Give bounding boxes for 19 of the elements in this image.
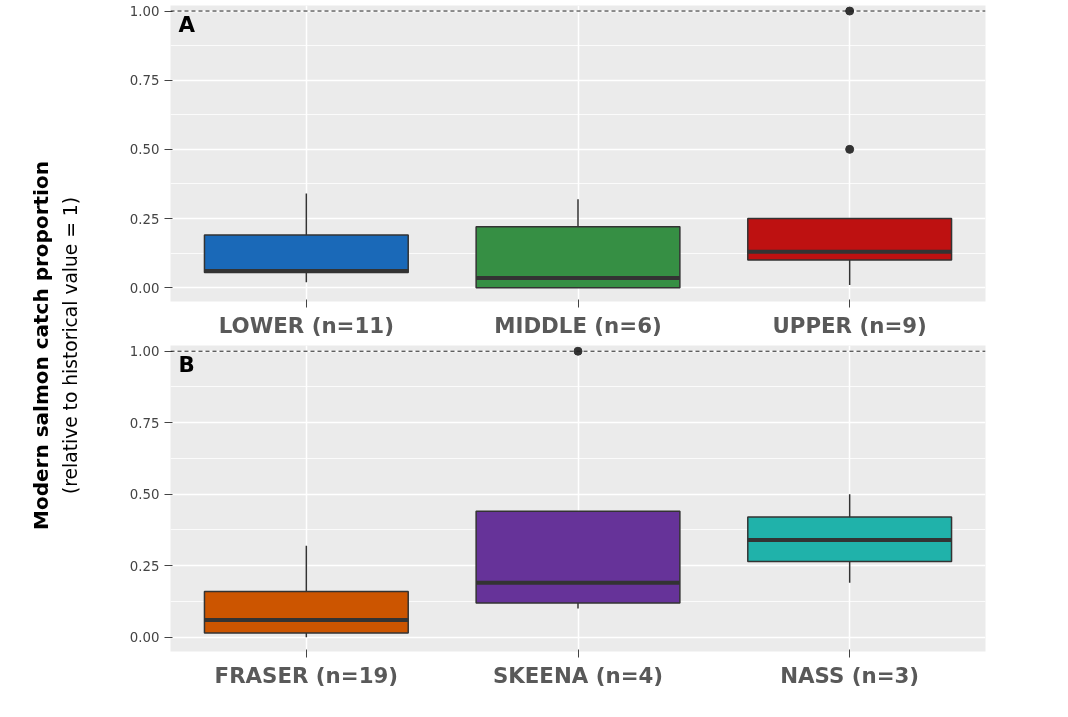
x-tick-label: MIDDLE (n=6) bbox=[494, 312, 662, 338]
x-tick-label: NASS (n=3) bbox=[780, 662, 920, 688]
y-tick-label: 1.00 bbox=[129, 344, 160, 360]
x-tick-label: FRASER (n=19) bbox=[214, 662, 399, 688]
y-tick-label: 0.75 bbox=[129, 415, 160, 431]
x-tick-label: LOWER (n=11) bbox=[218, 312, 394, 338]
y-tick-label: 0.00 bbox=[129, 280, 160, 296]
y-tick-label: 1.00 bbox=[129, 4, 160, 20]
y-tick-label: 0.00 bbox=[129, 630, 160, 646]
annotation: A bbox=[178, 11, 196, 37]
x-tick-label: UPPER (n=9) bbox=[772, 312, 927, 338]
y-tick-label: 0.50 bbox=[129, 142, 160, 158]
annotation: B bbox=[178, 351, 195, 377]
y-axis-title: Modern salmon catch proportion (relative to historical value = 1) bbox=[28, 161, 81, 530]
y-tick-label: 0.25 bbox=[129, 558, 160, 574]
y-tick-label: 0.75 bbox=[129, 73, 160, 89]
x-tick-label: SKEENA (n=4) bbox=[492, 662, 664, 688]
y-tick-label: 0.25 bbox=[129, 211, 160, 227]
y-tick-label: 0.50 bbox=[129, 487, 160, 503]
